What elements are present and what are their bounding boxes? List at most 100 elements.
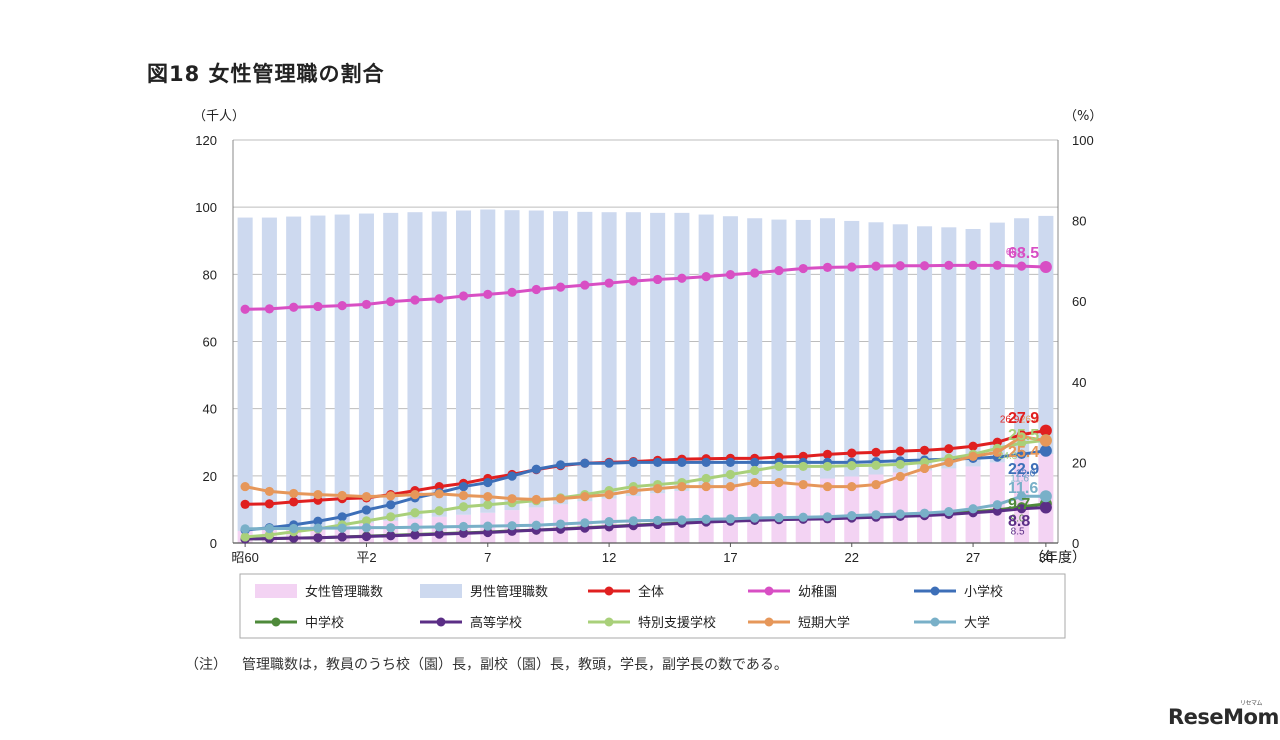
bar-female <box>941 468 957 543</box>
footnote-label: （注） <box>185 657 227 673</box>
bar-male <box>237 217 253 531</box>
y-left-tick-label: 0 <box>210 536 217 551</box>
legend-box <box>239 573 1066 639</box>
series-point-大学 <box>992 500 1002 510</box>
series-point-短期大学 <box>944 457 954 467</box>
y-left-tick-label: 100 <box>195 200 217 215</box>
bar-male <box>310 215 326 527</box>
series-point-全体 <box>968 441 978 451</box>
series-point-短期大学 <box>361 492 372 502</box>
series-point-全体 <box>264 499 274 509</box>
end-label-特別支援学校: 25.5 <box>1008 427 1039 444</box>
series-line-特別支援学校 <box>245 438 1047 539</box>
series-point-短期大学 <box>580 492 590 502</box>
footnote: （注） 管理職数は，教員のうち校（園）長，副校（園）長，教頭，学長，副学長の数であ… <box>185 654 788 674</box>
legend-label-全体: 全体 <box>638 584 664 600</box>
series-point-全体 <box>822 449 833 459</box>
bar-male <box>722 216 738 487</box>
end-label-高等学校: 8.8 <box>1008 513 1030 530</box>
series-point-特別支援学校 <box>822 461 833 472</box>
bar-male <box>601 212 617 499</box>
series-point-特別支援学校 <box>750 465 760 476</box>
legend-marker-短期大学 <box>764 617 774 627</box>
end-label-中学校: 9.7 <box>1008 496 1030 513</box>
series-point-小学校 <box>701 457 711 467</box>
series-point-大学 <box>847 510 857 521</box>
series-point-幼稚園 <box>289 302 299 312</box>
bar-male <box>528 210 544 508</box>
series-point-幼稚園 <box>895 261 905 271</box>
series-point-高等学校 <box>458 528 469 538</box>
bar-male <box>383 212 399 521</box>
annotation-特別支援学校: 24.8 <box>998 451 1018 462</box>
series-point-特別支援学校 <box>240 532 250 542</box>
series-point-小学校 <box>555 460 566 470</box>
series-line-小学校 <box>244 449 1047 532</box>
series-point-高等学校 <box>337 532 347 542</box>
bar-male <box>504 210 520 511</box>
x-tick-label: 7 <box>484 550 491 565</box>
series-point-小学校 <box>677 457 687 467</box>
series-point-小学校 <box>580 458 590 468</box>
chart-title: 図18 女性管理職の割合 <box>147 62 385 86</box>
series-point-小学校 <box>483 477 493 488</box>
series-point-短期大学 <box>410 490 420 500</box>
series-point-全体 <box>1039 424 1052 437</box>
series-point-大学 <box>361 523 372 533</box>
end-label-大学: 11.6 <box>1008 480 1038 497</box>
series-point-高等学校 <box>386 531 396 541</box>
bar-male <box>795 219 811 481</box>
series-point-大学 <box>458 521 469 532</box>
series-point-高等学校 <box>361 531 372 542</box>
y-left-tick-label: 120 <box>195 133 217 148</box>
x-unit: （年度） <box>1030 550 1086 566</box>
series-point-大学 <box>628 516 638 526</box>
series-point-幼稚園 <box>410 295 420 305</box>
series-point-小学校 <box>386 500 396 510</box>
series-point-幼稚園 <box>677 273 687 283</box>
bar-male <box>989 222 1005 463</box>
series-point-幼稚園 <box>264 304 274 314</box>
bar-male <box>868 222 884 475</box>
y-right-tick-label: 80 <box>1072 214 1086 229</box>
series-point-高等学校 <box>483 527 493 538</box>
series-point-小学校 <box>628 457 638 467</box>
series-point-特別支援学校 <box>386 512 396 522</box>
x-tick-label: 22 <box>845 550 859 565</box>
series-point-短期大学 <box>774 477 784 488</box>
series-point-特別支援学校 <box>361 516 372 526</box>
series-point-特別支援学校 <box>410 508 420 518</box>
series-point-特別支援学校 <box>701 473 711 484</box>
series-point-大学 <box>337 523 347 533</box>
bar-female <box>844 476 860 543</box>
bar-male <box>480 209 496 513</box>
series-point-小学校 <box>750 457 760 467</box>
series-point-短期大学 <box>968 451 978 461</box>
series-point-幼稚園 <box>434 294 444 304</box>
legend-marker-幼稚園 <box>764 586 774 596</box>
legend-swatch-男性管理職数 <box>420 584 462 598</box>
series-point-短期大学 <box>555 494 566 504</box>
series-point-大学 <box>871 510 881 520</box>
series-point-幼稚園 <box>507 287 517 297</box>
series-point-幼稚園 <box>240 304 250 314</box>
series-point-幼稚園 <box>386 297 396 307</box>
annotation-大学: 11.6 <box>1010 473 1029 484</box>
x-tick-label: 27 <box>966 550 980 565</box>
bar-male <box>431 211 447 517</box>
y-left-tick-label: 20 <box>203 469 217 484</box>
legend-swatch-女性管理職数 <box>255 584 297 598</box>
series-line-大学 <box>245 494 1046 531</box>
legend-label-高等学校: 高等学校 <box>470 615 522 631</box>
series-point-特別支援学校 <box>871 460 881 470</box>
legend-label-幼稚園: 幼稚園 <box>798 585 837 600</box>
series-point-短期大学 <box>895 471 905 482</box>
series-point-高等学校 <box>410 530 420 540</box>
series-point-幼稚園 <box>992 260 1002 270</box>
series-point-大学 <box>289 523 299 534</box>
bar-male <box>892 224 908 473</box>
bar-male <box>771 219 787 483</box>
series-point-幼稚園 <box>701 272 711 282</box>
series-point-短期大学 <box>992 447 1002 457</box>
